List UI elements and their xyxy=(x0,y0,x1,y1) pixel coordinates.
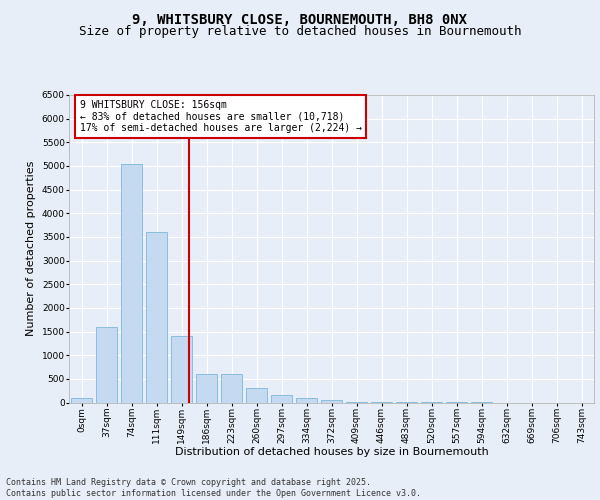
Text: Contains HM Land Registry data © Crown copyright and database right 2025.
Contai: Contains HM Land Registry data © Crown c… xyxy=(6,478,421,498)
Y-axis label: Number of detached properties: Number of detached properties xyxy=(26,161,36,336)
Bar xyxy=(196,374,217,402)
Text: 9, WHITSBURY CLOSE, BOURNEMOUTH, BH8 0NX: 9, WHITSBURY CLOSE, BOURNEMOUTH, BH8 0NX xyxy=(133,12,467,26)
Bar xyxy=(96,327,117,402)
Text: Size of property relative to detached houses in Bournemouth: Size of property relative to detached ho… xyxy=(79,25,521,38)
Bar xyxy=(171,336,192,402)
Bar xyxy=(321,400,342,402)
Bar xyxy=(296,398,317,402)
X-axis label: Distribution of detached houses by size in Bournemouth: Distribution of detached houses by size … xyxy=(175,447,488,457)
Bar xyxy=(221,374,242,402)
Bar xyxy=(146,232,167,402)
Bar xyxy=(271,395,292,402)
Text: 9 WHITSBURY CLOSE: 156sqm
← 83% of detached houses are smaller (10,718)
17% of s: 9 WHITSBURY CLOSE: 156sqm ← 83% of detac… xyxy=(79,100,361,133)
Bar xyxy=(121,164,142,402)
Bar xyxy=(246,388,267,402)
Bar xyxy=(71,398,92,402)
